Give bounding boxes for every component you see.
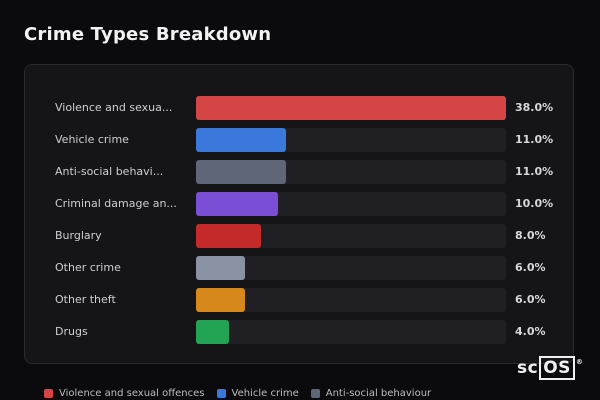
bar-track xyxy=(196,160,506,184)
bar-track xyxy=(196,320,506,344)
legend-swatch xyxy=(310,388,320,398)
chart-title: Crime Types Breakdown xyxy=(24,24,272,45)
value-label: 10.0% xyxy=(515,197,554,210)
bar xyxy=(196,256,245,280)
category-label: Vehicle crime xyxy=(55,133,129,146)
bar-row: Burglary 8.0% xyxy=(25,224,575,248)
legend-label: Violence and sexual offences xyxy=(59,387,205,399)
bar-row: Other theft 6.0% xyxy=(25,288,575,312)
scos-logo: sc OS ® xyxy=(517,356,584,380)
category-label: Drugs xyxy=(55,325,88,338)
bar-track xyxy=(196,224,506,248)
bar xyxy=(196,96,506,120)
chart-panel: Violence and sexua... 38.0% Vehicle crime 1… xyxy=(24,64,574,364)
bar xyxy=(196,192,278,216)
bar-row: Other crime 6.0% xyxy=(25,256,575,280)
bar xyxy=(196,288,245,312)
bar-row: Violence and sexua... 38.0% xyxy=(25,96,575,120)
category-label: Anti-social behavi... xyxy=(55,165,164,178)
bar xyxy=(196,160,286,184)
bar xyxy=(196,224,262,248)
value-label: 8.0% xyxy=(515,229,546,242)
value-label: 4.0% xyxy=(515,325,546,338)
chart-legend: Violence and sexual offences Vehicle crim… xyxy=(44,386,431,400)
logo-boxed-text: OS xyxy=(539,356,575,380)
bar xyxy=(196,128,286,152)
bar-track xyxy=(196,128,506,152)
category-label: Other crime xyxy=(55,261,121,274)
value-label: 11.0% xyxy=(515,165,554,178)
bar-track xyxy=(196,256,506,280)
value-label: 11.0% xyxy=(515,133,554,146)
value-label: 38.0% xyxy=(515,101,554,114)
legend-item: Anti-social behaviour xyxy=(310,387,432,399)
value-label: 6.0% xyxy=(515,293,546,306)
bar-row: Anti-social behavi... 11.0% xyxy=(25,160,575,184)
category-label: Other theft xyxy=(55,293,116,306)
bar-track xyxy=(196,288,506,312)
logo-prefix: sc xyxy=(517,358,539,378)
legend-label: Anti-social behaviour xyxy=(325,387,432,399)
legend-item: Vehicle crime xyxy=(216,387,299,399)
bar-row: Drugs 4.0% xyxy=(25,320,575,344)
bar-track xyxy=(196,192,506,216)
bar-row: Criminal damage an... 10.0% xyxy=(25,192,575,216)
legend-swatch xyxy=(216,388,226,398)
category-label: Violence and sexua... xyxy=(55,101,173,114)
legend-label: Vehicle crime xyxy=(231,387,299,399)
bar xyxy=(196,320,229,344)
bar-track xyxy=(196,96,506,120)
legend-swatch xyxy=(44,388,53,398)
category-label: Burglary xyxy=(55,229,102,242)
value-label: 6.0% xyxy=(515,261,546,274)
bar-row: Vehicle crime 11.0% xyxy=(25,128,575,152)
legend-item: Violence and sexual offences xyxy=(44,388,205,399)
category-label: Criminal damage an... xyxy=(55,197,177,210)
logo-registered-mark: ® xyxy=(575,358,584,366)
